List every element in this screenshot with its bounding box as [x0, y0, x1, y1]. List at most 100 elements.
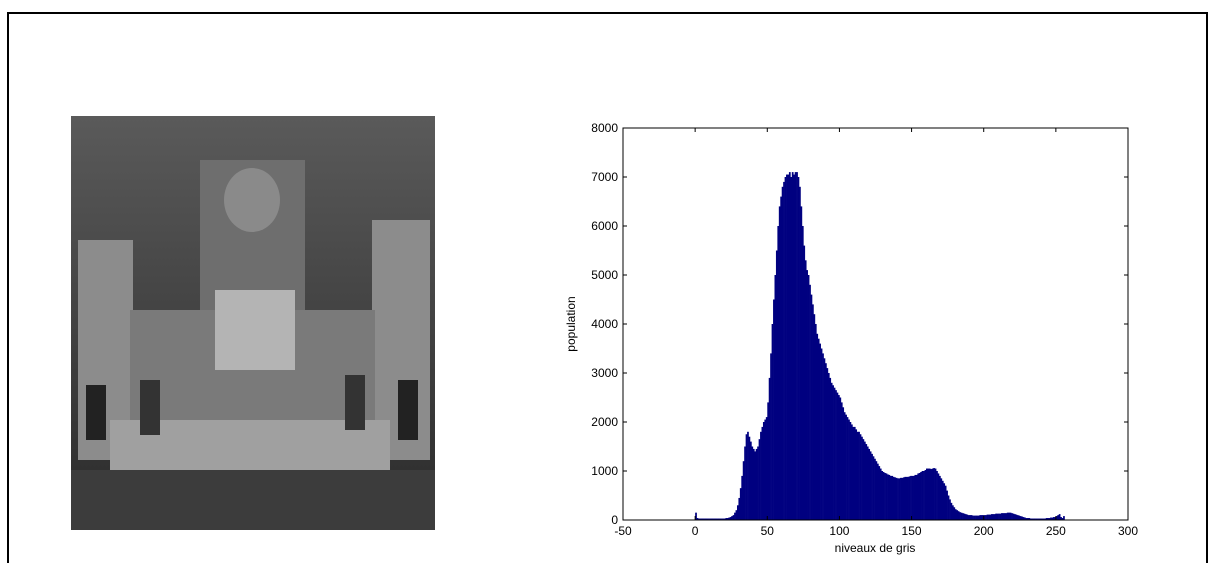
bar	[884, 472, 886, 520]
x-tick-label: 300	[1118, 524, 1138, 538]
bar	[1009, 512, 1012, 520]
bar	[849, 422, 852, 520]
y-tick-label: 3000	[591, 366, 618, 380]
bar	[716, 518, 719, 520]
bar	[719, 518, 722, 520]
plot-border	[622, 127, 1129, 521]
bar	[842, 407, 845, 520]
bar	[797, 177, 800, 520]
bar	[702, 518, 705, 520]
bar	[804, 260, 807, 520]
bar	[992, 514, 995, 520]
bar	[729, 517, 732, 520]
bar	[799, 186, 801, 521]
bar	[1057, 515, 1060, 520]
x-tick-label: 50	[761, 524, 775, 538]
bar	[767, 402, 770, 520]
bar	[813, 314, 816, 520]
bar	[796, 172, 798, 520]
bar	[934, 468, 937, 520]
bar	[816, 333, 819, 520]
bar	[695, 512, 697, 520]
bar	[810, 294, 813, 520]
bar	[983, 515, 986, 520]
bar	[927, 468, 930, 520]
bar	[747, 431, 749, 520]
bar	[943, 483, 946, 520]
bar	[926, 468, 928, 520]
bar	[837, 395, 840, 520]
x-tick-label: 150	[902, 524, 922, 538]
bar	[914, 474, 917, 520]
bar	[706, 518, 709, 520]
bar	[964, 514, 967, 520]
bar	[734, 512, 736, 520]
bar	[1019, 516, 1022, 520]
bar	[698, 518, 700, 520]
bar	[757, 446, 759, 520]
bar	[812, 304, 814, 520]
y-tick-label: 2000	[591, 415, 618, 429]
bar	[888, 474, 891, 520]
bar	[774, 275, 777, 520]
bar	[751, 446, 754, 520]
bar	[731, 516, 733, 520]
bar	[819, 343, 821, 520]
bar	[807, 275, 810, 520]
bar	[775, 250, 778, 520]
bar	[711, 518, 713, 520]
bar	[845, 414, 847, 520]
bar	[901, 477, 904, 520]
bar	[843, 412, 846, 520]
bar	[1011, 513, 1013, 520]
bar	[825, 363, 827, 520]
bar	[975, 515, 977, 520]
bar	[915, 474, 918, 520]
bar	[921, 471, 924, 520]
bar	[1052, 517, 1055, 520]
bar	[803, 245, 806, 520]
bar	[1054, 517, 1057, 520]
bar	[930, 469, 933, 520]
bar	[721, 518, 723, 520]
bar	[827, 373, 830, 520]
bar	[833, 387, 836, 520]
bar	[778, 206, 781, 520]
bar	[905, 476, 908, 520]
bar	[891, 475, 894, 520]
bar	[986, 514, 989, 520]
bar	[1055, 516, 1058, 520]
bar	[1005, 513, 1008, 520]
bar	[696, 518, 699, 520]
bar	[745, 434, 748, 520]
x-axis-label: niveaux de gris	[835, 541, 916, 555]
bar	[725, 518, 728, 520]
x-tick-label: 0	[692, 524, 699, 538]
bar	[865, 444, 868, 520]
bar	[897, 478, 899, 520]
bar	[923, 471, 925, 520]
bar	[954, 509, 957, 520]
y-tick-label: 5000	[591, 268, 618, 282]
bar	[765, 417, 768, 520]
bar	[988, 514, 990, 520]
bar	[907, 476, 909, 520]
bar	[966, 514, 969, 520]
bar	[1002, 513, 1005, 520]
bar	[705, 518, 707, 520]
x-tick-label: 100	[829, 524, 849, 538]
bar	[1006, 512, 1009, 520]
bar	[699, 518, 702, 520]
bar	[998, 513, 1000, 520]
bar	[712, 518, 715, 520]
bar	[771, 324, 774, 520]
bar	[760, 431, 762, 520]
bar	[848, 419, 850, 520]
bar	[913, 475, 915, 520]
bar	[990, 514, 993, 520]
bar	[1034, 518, 1036, 520]
bar	[887, 474, 889, 520]
bar	[995, 513, 997, 520]
bar	[1018, 515, 1021, 520]
